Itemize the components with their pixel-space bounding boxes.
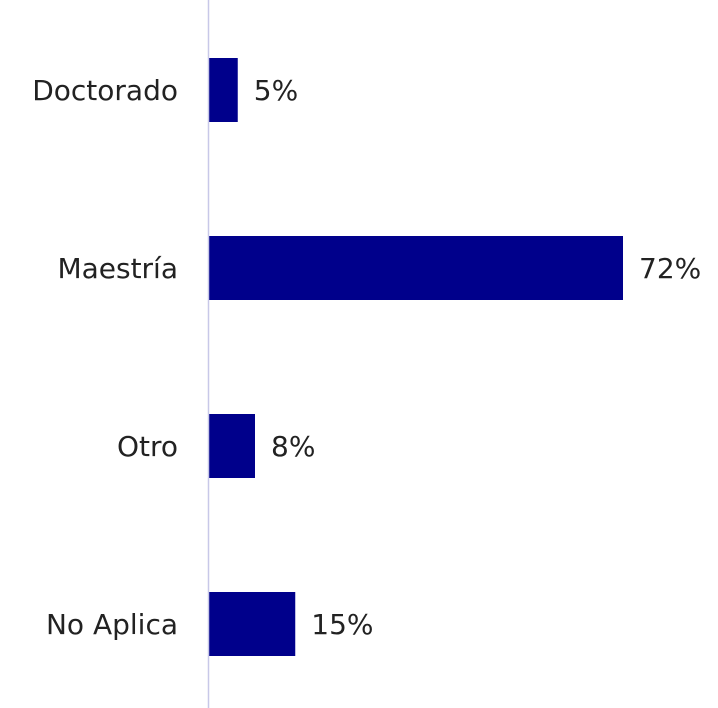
value-label-1: 72% — [639, 252, 701, 285]
bar-2 — [209, 414, 255, 478]
category-label-1: Maestría — [57, 252, 178, 285]
bar-0 — [209, 58, 238, 122]
labels: Doctorado 5% Maestría 72% Otro 8% No Aplica 15% — [32, 74, 701, 641]
value-label-2: 8% — [271, 430, 315, 463]
bars — [209, 58, 623, 656]
value-label-0: 5% — [254, 74, 298, 107]
category-label-2: Otro — [117, 430, 178, 463]
category-label-3: No Aplica — [46, 608, 178, 641]
value-label-3: 15% — [311, 608, 373, 641]
bar-1 — [209, 236, 623, 300]
bar-3 — [209, 592, 296, 656]
category-label-0: Doctorado — [32, 74, 178, 107]
